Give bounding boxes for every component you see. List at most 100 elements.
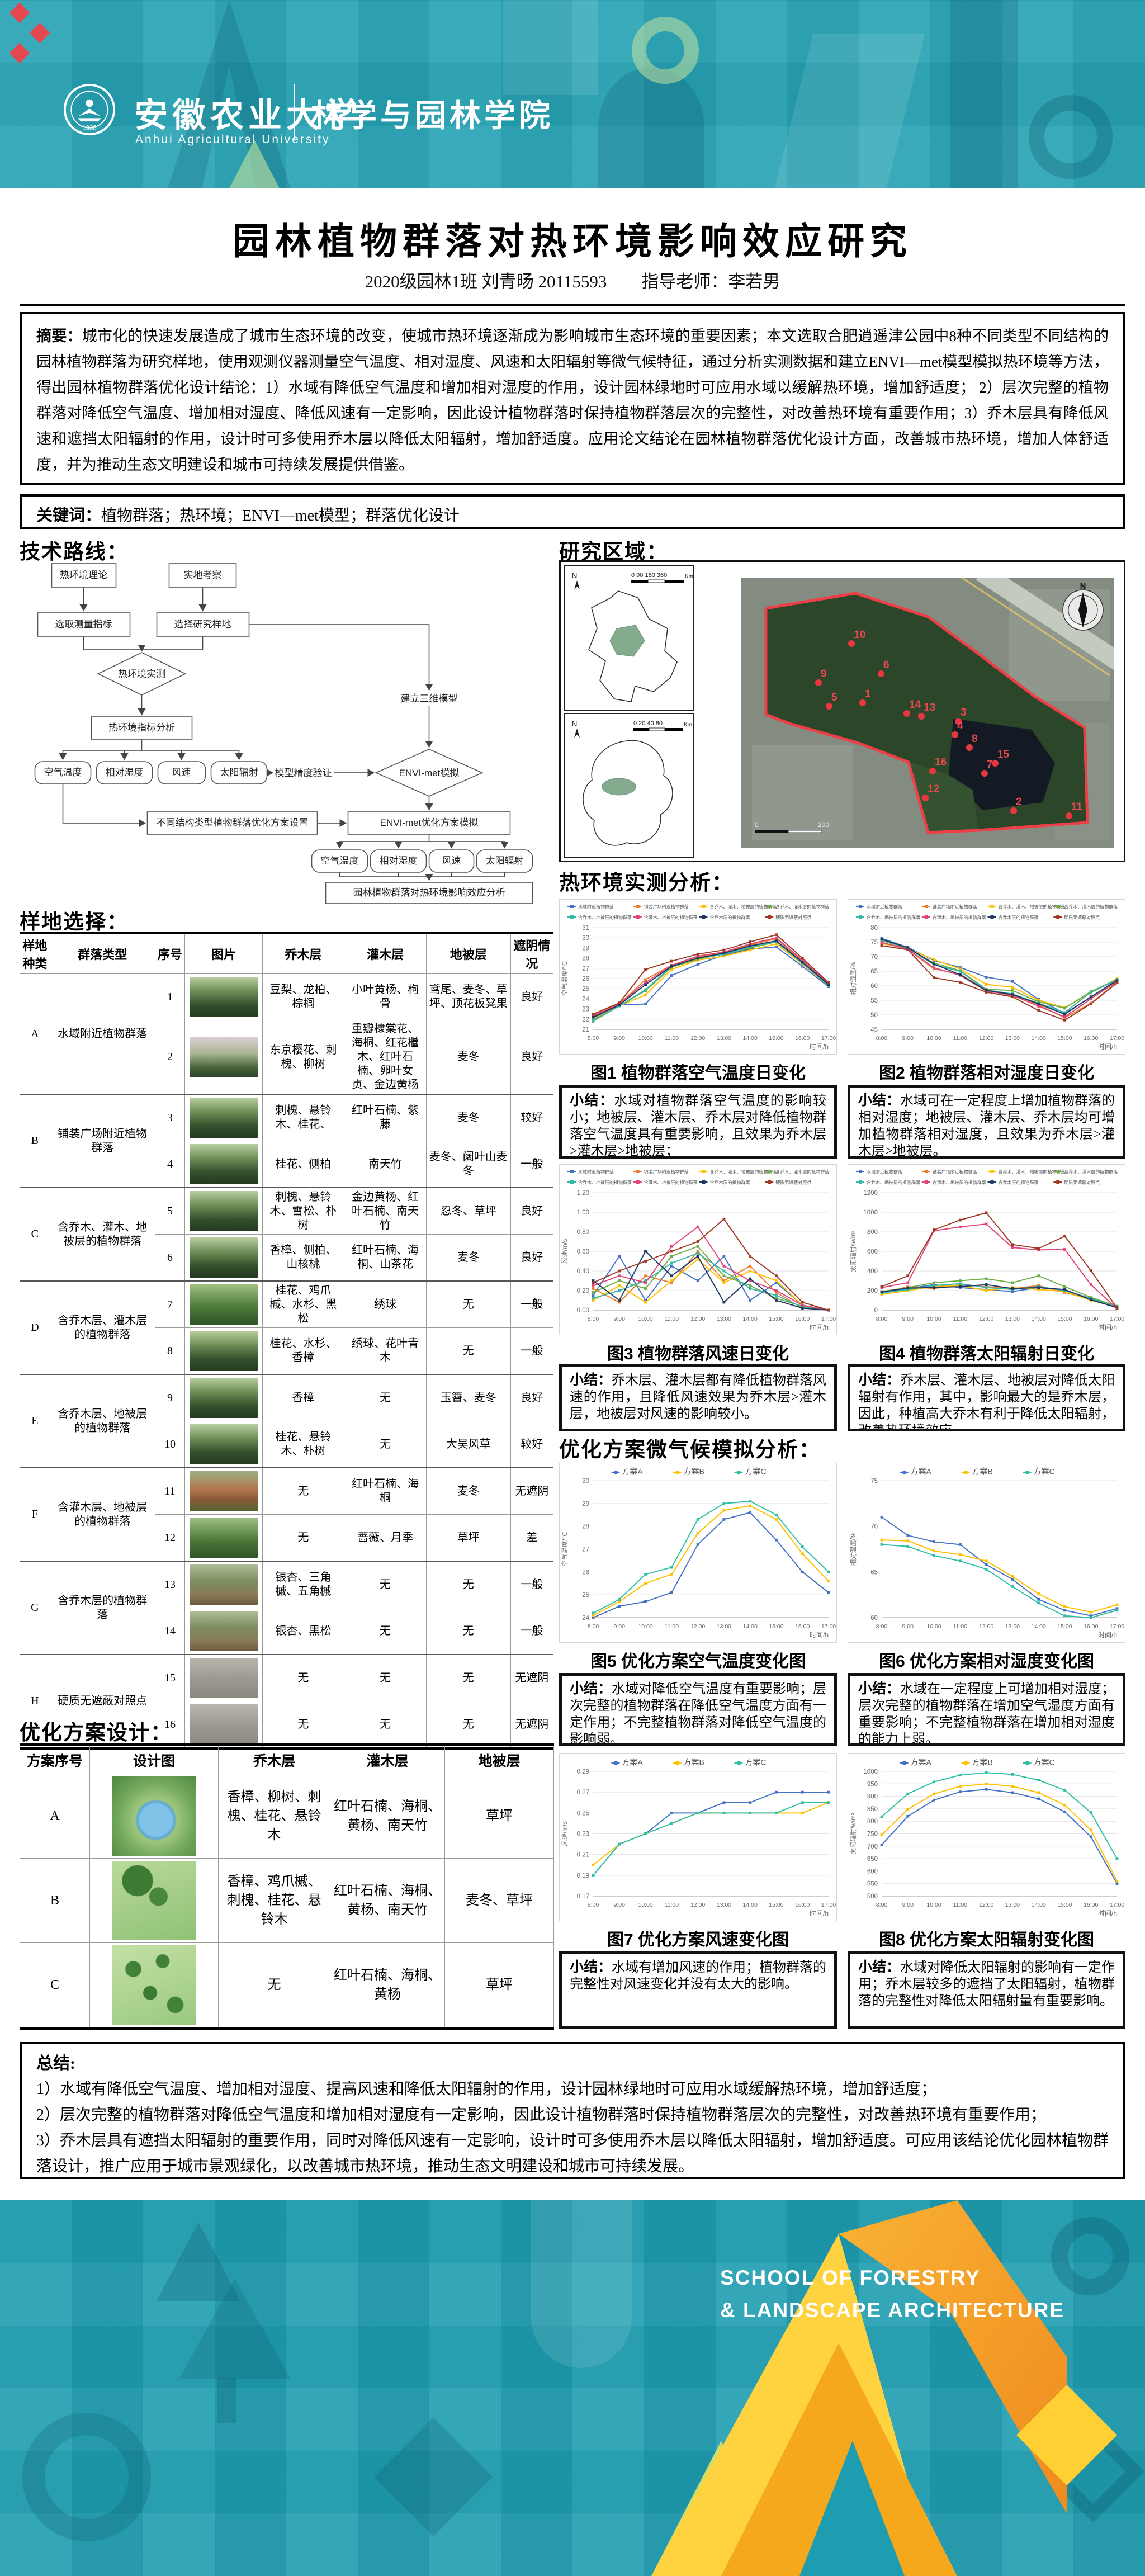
svg-text:12:00: 12:00 — [690, 1035, 705, 1042]
university-name-cn: 安徽农业大学 — [134, 97, 362, 134]
svg-text:60: 60 — [870, 1615, 878, 1622]
design-plan-image — [112, 1861, 196, 1940]
svg-text:8:00: 8:00 — [588, 1623, 599, 1630]
svg-text:硬质无遮蔽对照点: 硬质无遮蔽对照点 — [1064, 915, 1100, 920]
svg-text:11:00: 11:00 — [665, 1316, 679, 1322]
svg-text:0.60: 0.60 — [577, 1249, 589, 1255]
ground-cell: 麦冬 — [425, 1234, 511, 1282]
photo-cell — [184, 1608, 263, 1655]
arbor-cell: 香樟、鸡爪槭、刺槐、桂花、悬铃木 — [218, 1858, 330, 1943]
svg-text:1200: 1200 — [863, 1190, 878, 1197]
svg-text:含乔木、地被层的植物群落: 含乔木、地被层的植物群落 — [867, 915, 920, 920]
scheme-id: B — [20, 1858, 90, 1943]
column-header: 群落类型 — [49, 933, 155, 974]
svg-text:8:00: 8:00 — [876, 1902, 888, 1908]
section-optimization-design: 优化方案设计： — [20, 1721, 172, 1744]
svg-text:31: 31 — [582, 925, 589, 932]
svg-text:27: 27 — [582, 1547, 589, 1553]
svg-text:1000: 1000 — [863, 1209, 878, 1216]
column-header: 乔木层 — [262, 933, 345, 974]
note-fig8: 小结：水域对降低太阳辐射的影响有一定作用；乔木层较多的遮挡了太阳辐射，植物群落的… — [848, 1951, 1125, 2029]
shrub-cell: 红叶石楠、紫藤 — [344, 1094, 427, 1141]
shrub-cell: 红叶石楠、海桐、黄杨、南天竹 — [330, 1774, 445, 1859]
sample-photo — [189, 1331, 258, 1371]
shade-cell: 一般 — [510, 1327, 554, 1375]
sample-photo — [189, 1471, 258, 1511]
ground-cell: 草坪 — [444, 1774, 554, 1859]
chart-wind-speed: 0.00 0.20 0.40 0.60 0.80 1.00 1.20 8:00 9:00 10:0… — [559, 1164, 837, 1335]
line-chart: 0.00 0.20 0.40 0.60 0.80 1.00 1.20 8:00 9:00 10:0… — [561, 1169, 836, 1332]
ground-cell: 大吴风草 — [425, 1421, 511, 1468]
svg-text:15:00: 15:00 — [1057, 1623, 1072, 1630]
svg-text:实地考察: 实地考察 — [184, 570, 222, 580]
svg-text:15:00: 15:00 — [1057, 1316, 1072, 1322]
svg-text:铺装广场附近植物群落: 铺装广场附近植物群落 — [933, 904, 977, 910]
svg-text:12:00: 12:00 — [979, 1316, 993, 1322]
sample-row: G 含乔木层的植物群落 13 银杏、三角槭、五角槭无无一般 — [20, 1561, 554, 1655]
svg-text:30: 30 — [582, 935, 589, 942]
svg-text:1.20: 1.20 — [577, 1190, 589, 1197]
photo-cell — [184, 1514, 263, 1562]
column-header: 灌木层 — [344, 933, 427, 974]
arbor-cell: 东京樱花、刺槐、柳树 — [262, 1020, 345, 1095]
svg-text:太阳辐射/w/m²: 太阳辐射/w/m² — [849, 1231, 857, 1272]
plot-type: C — [20, 1188, 50, 1282]
svg-text:园林植物群落对热环境影响效应分析: 园林植物群落对热环境影响效应分析 — [353, 887, 505, 898]
footer-shape — [531, 2200, 632, 2368]
sample-photo — [189, 1378, 258, 1418]
ground-cell: 麦冬、草坪 — [444, 1858, 554, 1943]
svg-text:8: 8 — [972, 733, 978, 745]
svg-text:1: 1 — [865, 688, 871, 700]
ground-cell: 无 — [425, 1655, 511, 1701]
sample-plots-table: 样地 种类 群落类型 序号 图片 乔木层 灌木层 地被层 遮阴情况 A 水域附近植物群落 1 豆梨、… — [20, 932, 554, 1750]
author-line: 2020级园林1班 刘青旸 20115593 指导老师：李若男 — [365, 272, 780, 291]
shade-cell: 良好 — [510, 973, 554, 1020]
svg-text:13:00: 13:00 — [1005, 1623, 1020, 1630]
figure-caption: 图5 优化方案空气温度变化图 — [590, 1652, 806, 1671]
svg-text:75: 75 — [870, 1478, 878, 1485]
svg-text:10:00: 10:00 — [926, 1316, 941, 1322]
svg-text:24: 24 — [582, 1615, 589, 1622]
column-header: 样地 种类 — [20, 933, 50, 974]
university-logo: 1928 — [63, 83, 116, 136]
svg-text:16:00: 16:00 — [795, 1902, 810, 1908]
photo-cell — [184, 973, 263, 1020]
svg-text:10: 10 — [854, 629, 865, 641]
community-type: 铺装广场附近植物群落 — [49, 1094, 155, 1188]
column-header: 地被层 — [444, 1745, 554, 1774]
svg-text:方案A: 方案A — [911, 1467, 932, 1476]
svg-text:13: 13 — [924, 702, 935, 713]
sample-row: 2 东京樱花、刺槐、柳树 重瓣棣棠花、海桐、红花檵木、红叶石楠、卵叶女贞、金边黄杨麦… — [20, 1020, 554, 1095]
svg-text:0.19: 0.19 — [577, 1873, 589, 1879]
svg-text:550: 550 — [867, 1881, 878, 1888]
svg-text:时间/h: 时间/h — [1098, 1324, 1117, 1331]
arbor-cell: 桂花、鸡爪槭、水杉、黑松 — [262, 1281, 345, 1328]
svg-text:400: 400 — [867, 1268, 878, 1275]
sample-photo — [189, 1037, 258, 1077]
svg-text:11:00: 11:00 — [953, 1035, 968, 1042]
svg-text:10:00: 10:00 — [926, 1035, 941, 1042]
svg-text:650: 650 — [867, 1856, 878, 1863]
svg-text:70: 70 — [870, 1524, 878, 1530]
plot-type: G — [20, 1561, 50, 1655]
arbor-cell: 香樟 — [262, 1374, 345, 1421]
svg-text:1000: 1000 — [863, 1769, 878, 1775]
svg-text:11:00: 11:00 — [665, 1623, 679, 1630]
community-type: 含乔木层、地被层的植物群落 — [49, 1374, 155, 1468]
svg-text:铺装广场附近植物群落: 铺装广场附近植物群落 — [644, 1169, 689, 1175]
svg-text:950: 950 — [867, 1781, 878, 1788]
abstract-label: 摘要： — [36, 328, 82, 344]
summary-item: 1）水域有降低空气温度、增加相对湿度、提高风速和降低太阳辐射的作用，设计园林绿地… — [36, 2081, 937, 2098]
figure-caption: 图8 优化方案太阳辐射变化图 — [878, 1931, 1095, 1949]
arbor-cell: 无 — [262, 1468, 345, 1515]
svg-text:ENVI-met优化方案模拟: ENVI-met优化方案模拟 — [380, 817, 479, 828]
svg-text:水域附近植物群落: 水域附近植物群落 — [578, 1169, 614, 1175]
line-chart: 45 50 55 60 65 70 75 80 8:00 9:00 10:00 11:00 12:00 1… — [849, 904, 1124, 1051]
plot-type: B — [20, 1094, 50, 1188]
photo-cell — [184, 1094, 263, 1141]
sample-row: 6 香樟、侧柏、山核桃 红叶石楠、海桐、山茶花 麦冬 良好 — [20, 1234, 554, 1282]
sample-row: E 含乔木层、地被层的植物群落 9 香樟无玉簪、麦冬 良好 — [20, 1374, 554, 1468]
banner-shape — [1029, 95, 1113, 179]
community-type: 含乔木、灌木、地被层的植物群落 — [49, 1188, 155, 1282]
shrub-cell: 红叶石楠、海桐、黄杨、南天竹 — [330, 1858, 445, 1943]
